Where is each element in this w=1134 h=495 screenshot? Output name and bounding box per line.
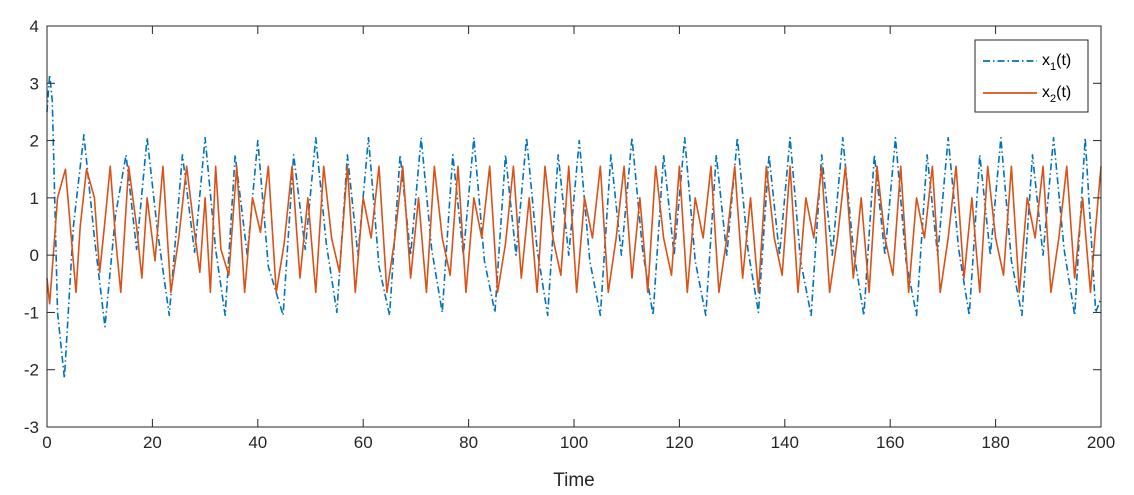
legend-entry-x1: x1(t) <box>983 52 1071 73</box>
legend-entry-x2: x2(t) <box>983 84 1071 105</box>
y-tick-label: 4 <box>30 17 39 36</box>
x-tick-label: 140 <box>771 433 799 452</box>
series-line-x1 <box>46 73 1102 380</box>
y-tick-label: 2 <box>30 132 39 151</box>
legend-label-x2-sub: 2 <box>1050 93 1056 105</box>
legend-label-x1-sub: 1 <box>1050 61 1056 73</box>
x-tick-label: 100 <box>560 433 588 452</box>
x-tick-label: 20 <box>143 433 162 452</box>
x-tick-label: 60 <box>354 433 373 452</box>
x-tick-label: 200 <box>1087 433 1115 452</box>
x-tick-label: 180 <box>981 433 1009 452</box>
x-tick-label: 0 <box>42 433 51 452</box>
y-tick-label: -2 <box>24 361 39 380</box>
legend-label-x1-main: x <box>1042 52 1050 69</box>
series-line-x2 <box>46 165 1102 305</box>
legend-label-x2-main: x <box>1042 84 1050 101</box>
y-tick-label: -3 <box>24 418 39 437</box>
x-axis-label: Time <box>553 470 595 491</box>
x-tick-label: 40 <box>248 433 267 452</box>
legend-label-x2-suffix: (t) <box>1056 84 1071 101</box>
legend-label-x2: x2(t) <box>1042 84 1071 105</box>
legend-label-x1-suffix: (t) <box>1056 52 1071 69</box>
y-tick-label: 0 <box>30 246 39 265</box>
legend-box <box>974 39 1089 113</box>
y-tick-label: 1 <box>30 189 39 208</box>
x-tick-label: 120 <box>665 433 693 452</box>
legend-label-x1: x1(t) <box>1042 52 1071 73</box>
y-tick-label: 3 <box>30 74 39 93</box>
ticks-layer: 0 20 40 60 80 100 120 140 160 180 200 -3 -2 -1 0 1 2 3 4 <box>24 17 1115 452</box>
series-layer <box>46 73 1102 380</box>
legend: x1(t) x2(t) <box>974 39 1089 113</box>
x-tick-label: 80 <box>459 433 478 452</box>
y-tick-label: -1 <box>24 303 39 322</box>
x-tick-label: 160 <box>876 433 904 452</box>
